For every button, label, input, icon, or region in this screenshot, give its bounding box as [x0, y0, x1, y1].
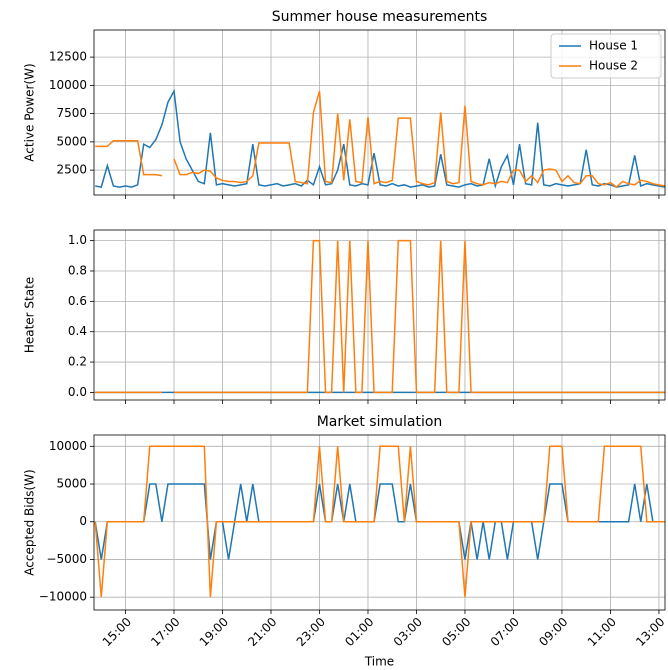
- x-tick-label: 15:00: [100, 615, 134, 649]
- x-tick-label: 23:00: [294, 615, 328, 649]
- x-tick-label: 09:00: [536, 615, 570, 649]
- y-axis-label: Active Power(W): [23, 63, 37, 161]
- plot-frame: [93, 434, 666, 611]
- series-line: [95, 140, 163, 177]
- series-line: [173, 90, 665, 189]
- x-tick-label: 19:00: [197, 615, 231, 649]
- y-tick-label: 0.8: [68, 263, 87, 277]
- y-tick-label: −10000: [39, 590, 87, 604]
- y-axis-label: Accepted Bids(W): [23, 469, 37, 575]
- x-tick-label: 11:00: [585, 615, 619, 649]
- y-tick-label: 10000: [49, 439, 87, 453]
- legend-box: [550, 33, 662, 79]
- series-line: [174, 239, 665, 394]
- y-tick-label: 0: [79, 514, 87, 528]
- legend-label: House 2: [589, 59, 638, 73]
- chart-title: Summer house measurements: [272, 9, 488, 25]
- x-tick-label: 01:00: [342, 615, 376, 649]
- y-tick-label: 5000: [56, 477, 87, 491]
- y-tick-label: 10000: [49, 78, 87, 92]
- x-tick-label: 03:00: [391, 615, 425, 649]
- y-tick-label: 0.0: [68, 385, 87, 399]
- legend-label: House 1: [589, 39, 638, 53]
- y-tick-label: 2500: [56, 163, 87, 177]
- x-tick-label: 21:00: [245, 615, 279, 649]
- y-tick-label: 7500: [56, 106, 87, 120]
- x-tick-label: 13:00: [633, 615, 667, 649]
- series-line: [94, 445, 665, 598]
- y-tick-label: 12500: [49, 50, 87, 64]
- x-tick-label: 05:00: [439, 615, 473, 649]
- x-tick-label: 07:00: [488, 615, 522, 649]
- y-tick-label: 0.6: [68, 294, 87, 308]
- chart-title: Market simulation: [317, 414, 443, 430]
- y-tick-label: 1.0: [68, 233, 87, 247]
- x-tick-label: 17:00: [148, 615, 182, 649]
- y-tick-label: −5000: [46, 552, 87, 566]
- series-line: [95, 88, 665, 189]
- x-axis-label: Time: [364, 655, 394, 669]
- y-tick-label: 0.2: [68, 355, 87, 369]
- plot-frame: [93, 29, 666, 196]
- plot-frame: [93, 229, 666, 401]
- y-tick-label: 0.4: [68, 324, 87, 338]
- y-tick-label: 5000: [56, 134, 87, 148]
- y-axis-label: Heater State: [23, 277, 37, 353]
